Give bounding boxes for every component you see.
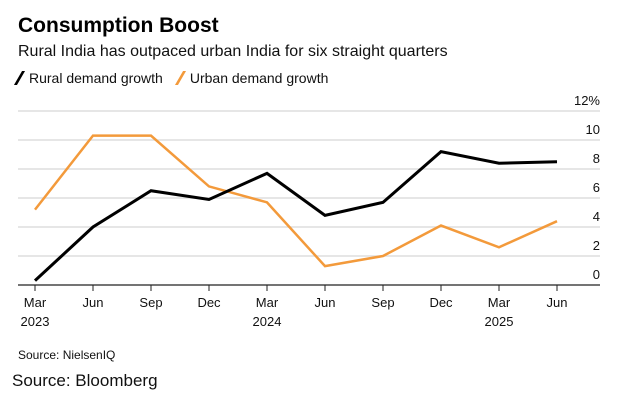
chart-title: Consumption Boost [18, 14, 219, 37]
source-note: Source: NielsenIQ [18, 348, 116, 362]
x-tick-label: Mar [24, 295, 47, 310]
legend: Rural demand growth Urban demand growth [13, 70, 329, 86]
x-tick-label: Mar [488, 295, 511, 310]
y-tick-label: 6 [593, 180, 600, 195]
x-tick-label: Sep [371, 295, 394, 310]
x-tick-label: Mar [256, 295, 279, 310]
legend-label: Urban demand growth [189, 70, 329, 86]
x-tick-label: Sep [139, 295, 162, 310]
y-tick-label: 0 [593, 267, 600, 282]
chart-subtitle: Rural India has outpaced urban India for… [18, 43, 448, 60]
legend-item-urban: Urban demand growth [174, 70, 329, 86]
y-tick-label: 8 [593, 151, 600, 166]
y-tick-label: 4 [593, 209, 600, 224]
legend-item-rural: Rural demand growth [13, 70, 163, 86]
x-tick-label: Jun [547, 295, 568, 310]
x-tick-label: Dec [429, 295, 453, 310]
credit: Source: Bloomberg [12, 371, 158, 390]
y-tick-label: 10 [586, 122, 600, 137]
series-line-rural [33, 149, 558, 282]
x-tick-label: Jun [315, 295, 336, 310]
legend-label: Rural demand growth [29, 70, 163, 86]
y-tick-label: 12% [574, 93, 600, 108]
x-tick-year: 2024 [253, 314, 282, 329]
x-tick-year: 2025 [485, 314, 514, 329]
y-tick-label: 2 [593, 238, 600, 253]
x-tick-label: Jun [83, 295, 104, 310]
series-line-urban [34, 134, 558, 268]
x-tick-label: Dec [197, 295, 221, 310]
x-tick-year: 2023 [21, 314, 50, 329]
